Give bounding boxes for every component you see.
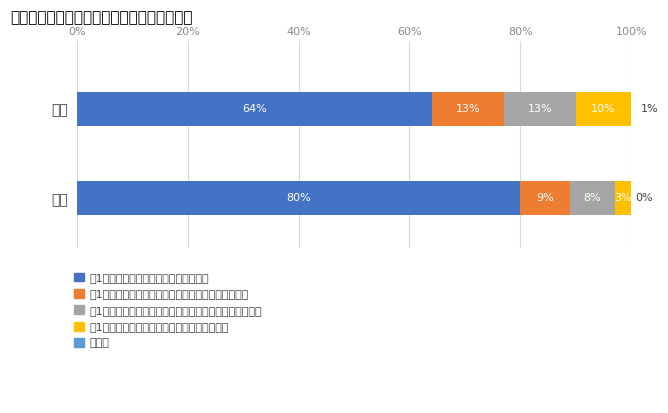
Text: 1%: 1% — [641, 104, 659, 114]
Bar — [77, 92, 432, 126]
Bar — [432, 92, 504, 126]
Text: 13%: 13% — [528, 104, 552, 114]
Text: 13%: 13% — [456, 104, 480, 114]
Text: 0%: 0% — [636, 193, 653, 204]
Bar — [520, 181, 570, 216]
Text: 10%: 10% — [591, 104, 616, 114]
Bar — [504, 92, 576, 126]
Bar — [570, 181, 615, 216]
Text: 8%: 8% — [584, 193, 601, 204]
Bar — [615, 181, 631, 216]
Bar — [631, 92, 637, 126]
Text: ［図表６］内定取得後の就職活動の継続意向: ［図表６］内定取得後の就職活動の継続意向 — [10, 10, 192, 25]
Bar — [576, 92, 631, 126]
Text: 80%: 80% — [286, 193, 311, 204]
Text: 64%: 64% — [242, 104, 267, 114]
Text: 3%: 3% — [614, 193, 632, 204]
Legend: 第1志望の企業に内定したので終了する, 第1志望の企業ではなかったが内定したので終了する, 第1志望の企業に内定したがまだ他も見たいので継続する, 第1志望の企: 第1志望の企業に内定したので終了する, 第1志望の企業ではなかったが内定したので… — [74, 273, 263, 349]
Text: 9%: 9% — [536, 193, 554, 204]
Bar — [77, 181, 520, 216]
